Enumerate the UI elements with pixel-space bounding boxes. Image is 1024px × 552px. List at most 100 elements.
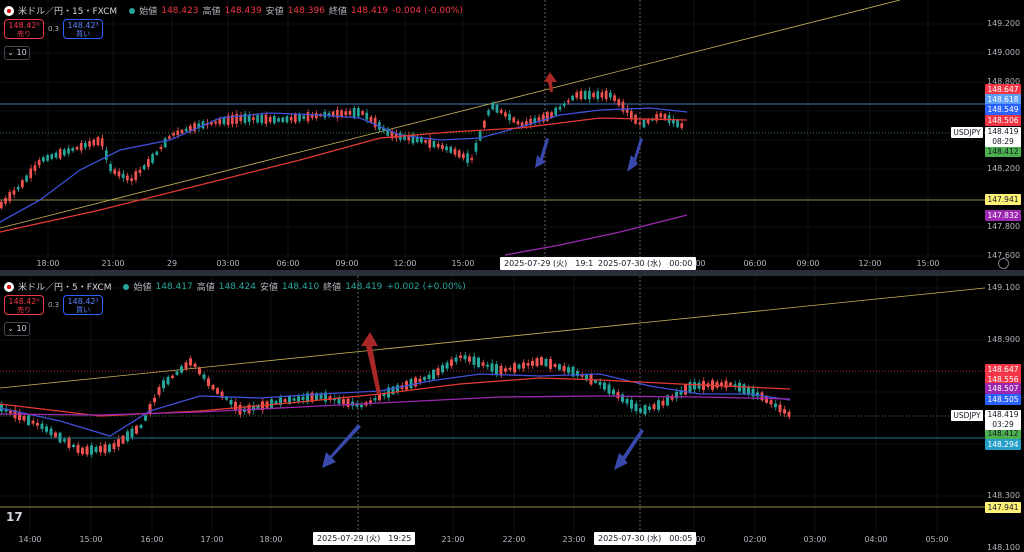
buy-button[interactable]: 148.42³ 買い	[63, 295, 104, 315]
time-tick-label: 16:00	[140, 535, 164, 544]
candle	[613, 95, 616, 101]
close-label: 終値	[323, 283, 342, 293]
candle	[540, 357, 543, 365]
candle	[301, 396, 305, 401]
price-tick-label: 147.800	[987, 222, 1021, 231]
candle	[348, 110, 352, 115]
symbol-title[interactable]: 米ドル／円・5・FXCM	[18, 283, 112, 293]
candle	[765, 395, 768, 403]
candle	[36, 422, 39, 426]
candle	[490, 363, 494, 372]
open-value: 148.417	[155, 281, 193, 292]
candle	[333, 398, 336, 401]
candle	[58, 149, 62, 159]
candle	[659, 113, 663, 118]
arrow-up-icon[interactable]	[361, 332, 381, 394]
candle	[428, 137, 432, 148]
candle	[409, 379, 413, 389]
price-tag: 148.412	[985, 146, 1021, 157]
candle	[541, 114, 545, 122]
buy-button[interactable]: 148.42³ 買い	[63, 19, 104, 39]
candle	[54, 152, 58, 158]
sell-button[interactable]: 148.42⁰ 売り	[4, 19, 44, 39]
indicators-toggle[interactable]: ⌄ 10	[4, 322, 30, 336]
candle	[495, 104, 499, 113]
candle	[562, 365, 566, 372]
candle	[583, 90, 587, 100]
candle	[138, 169, 142, 173]
candle	[319, 393, 323, 399]
candle	[247, 114, 251, 122]
spread-value: 0.3	[48, 301, 60, 309]
time-tick-label: 14:00	[18, 535, 42, 544]
candle	[49, 428, 53, 436]
candle	[724, 380, 728, 388]
chart-pane-15m[interactable]: 米ドル／円・15・FXCM 始値 148.423 高値 148.439 安値 148.…	[0, 0, 1024, 270]
candle	[162, 380, 165, 389]
sell-button[interactable]: 148.42⁰ 売り	[4, 295, 44, 315]
chart-canvas-15m[interactable]	[0, 0, 1024, 270]
candle	[288, 395, 291, 405]
pane-divider[interactable]	[0, 270, 1024, 276]
chart-canvas-5m[interactable]	[0, 276, 1024, 549]
candle	[470, 157, 474, 160]
candle	[159, 146, 163, 150]
candle	[99, 446, 102, 453]
candle	[361, 111, 364, 115]
candle	[478, 131, 482, 141]
candle	[533, 118, 537, 123]
candle	[697, 382, 701, 389]
sell-label: 売り	[17, 30, 31, 38]
indicators-toggle[interactable]: ⌄ 10	[4, 46, 30, 60]
candle	[22, 415, 26, 421]
arrow-up-icon[interactable]	[544, 72, 557, 92]
arrow-down-icon[interactable]	[627, 138, 643, 172]
symbol-title[interactable]: 米ドル／円・15・FXCM	[18, 7, 118, 17]
trendline-yellow[interactable]	[0, 287, 986, 389]
candle	[747, 386, 750, 395]
low-value: 148.396	[287, 5, 325, 16]
low-label: 安値	[265, 7, 284, 17]
candle	[594, 380, 597, 383]
candle	[315, 113, 318, 119]
candle	[37, 160, 41, 166]
time-tick-label: 18:00	[259, 535, 283, 544]
candle	[769, 400, 773, 405]
candle	[756, 392, 759, 397]
trendline-yellow[interactable]	[0, 0, 901, 229]
candle	[445, 146, 448, 151]
candle	[46, 155, 49, 161]
sell-price: 148.42⁰	[8, 21, 40, 30]
candle	[529, 118, 532, 125]
candle	[666, 395, 669, 406]
candle	[453, 148, 457, 155]
candle	[411, 133, 415, 144]
arrow-down-icon[interactable]	[535, 138, 549, 168]
candle	[621, 394, 624, 402]
candle	[639, 408, 642, 413]
candle	[0, 201, 3, 209]
candle	[360, 404, 363, 408]
candle	[424, 140, 427, 143]
candle	[499, 110, 503, 114]
arrow-down-icon[interactable]	[614, 429, 644, 470]
candle	[103, 444, 107, 453]
candle	[201, 121, 205, 129]
candle	[340, 110, 343, 117]
candle	[661, 400, 665, 406]
time-tick-label: 22:00	[502, 535, 526, 544]
price-tag: 148.549	[985, 104, 1021, 115]
candle	[638, 122, 642, 125]
candle	[504, 368, 507, 372]
candle	[742, 384, 746, 394]
chart-pane-5m[interactable]: 米ドル／円・5・FXCM 始値 148.417 高値 148.424 安値 148.4…	[0, 276, 1024, 552]
settings-icon[interactable]	[998, 258, 1009, 269]
time-tick-label: 23:00	[562, 535, 586, 544]
candle	[297, 396, 300, 402]
candle	[235, 113, 238, 124]
candle	[331, 111, 335, 117]
price-tag: 147.832	[985, 210, 1021, 221]
arrow-down-icon[interactable]	[322, 424, 361, 468]
time-tick-label: 09:00	[335, 259, 359, 268]
candle	[193, 123, 196, 132]
